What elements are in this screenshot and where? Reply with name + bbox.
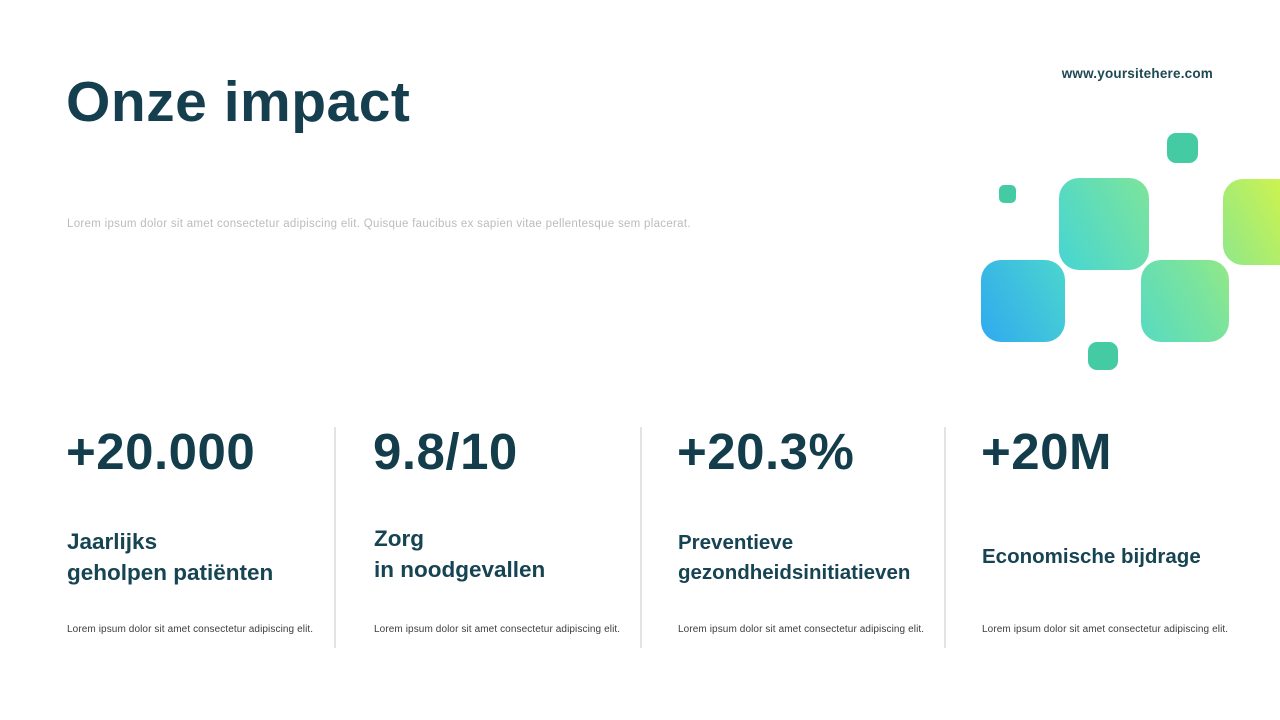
stat-value: +20M xyxy=(981,423,1112,480)
stat-description: Lorem ipsum dolor sit amet consectetur a… xyxy=(67,624,314,635)
stat-description: Lorem ipsum dolor sit amet consectetur a… xyxy=(982,624,1229,635)
stat-card-preventive-health: +20.3% Preventieve gezondheidsinitiatiev… xyxy=(677,423,977,654)
stat-label: Preventieve gezondheidsinitiatieven xyxy=(678,531,911,584)
page-subtitle: Lorem ipsum dolor sit amet consectetur a… xyxy=(67,218,691,230)
mosaic-large-squares xyxy=(981,178,1280,342)
column-divider xyxy=(944,427,946,648)
stat-value: +20.3% xyxy=(677,423,855,480)
stat-label: Economische bijdrage xyxy=(982,545,1201,568)
stat-card-patients: +20.000 Jaarlijks geholpen patiënten Lor… xyxy=(66,423,366,654)
stat-description: Lorem ipsum dolor sit amet consectetur a… xyxy=(374,624,621,635)
pixel-mosaic-graphic xyxy=(981,133,1280,370)
stat-card-economic-contribution: +20M Economische bijdrage Lorem ipsum do… xyxy=(981,423,1280,654)
website-link[interactable]: www.yoursitehere.com xyxy=(1061,66,1213,81)
column-divider xyxy=(640,427,642,648)
stat-value: 9.8/10 xyxy=(373,423,518,480)
stat-label: Zorg in noodgevallen xyxy=(374,526,546,583)
stat-description: Lorem ipsum dolor sit amet consectetur a… xyxy=(678,624,925,635)
stat-label: Jaarlijks geholpen patiënten xyxy=(67,529,274,586)
column-divider xyxy=(334,427,336,648)
mosaic-small-squares xyxy=(999,133,1198,370)
page-title: Onze impact xyxy=(66,70,411,134)
stat-card-emergency-care: 9.8/10 Zorg in noodgevallen Lorem ipsum … xyxy=(373,423,673,654)
stat-value: +20.000 xyxy=(66,423,256,480)
